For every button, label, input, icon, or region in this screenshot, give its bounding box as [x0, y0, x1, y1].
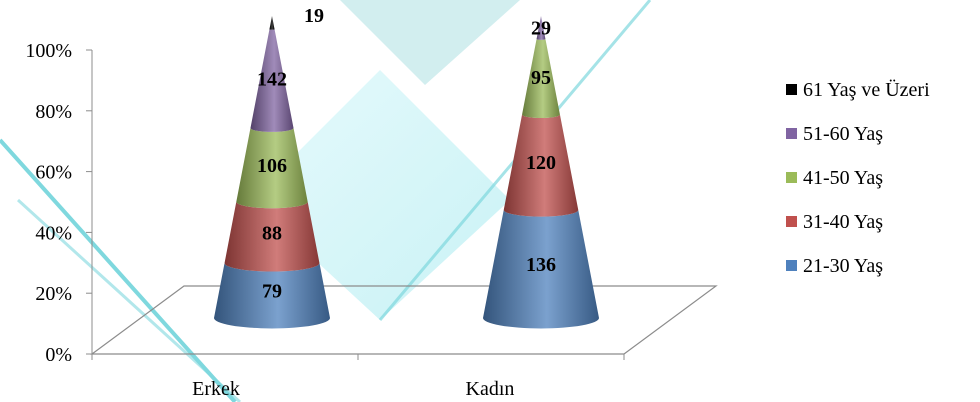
data-label: 120	[526, 152, 556, 174]
watermark-stroke	[0, 138, 237, 402]
data-label: 79	[262, 281, 282, 303]
legend-label: 61 Yaş ve Üzeri	[803, 78, 930, 101]
legend: 61 Yaş ve Üzeri 51-60 Yaş 41-50 Yaş 31-40 Y…	[786, 78, 930, 277]
legend-item: 61 Yaş ve Üzeri	[786, 78, 930, 101]
x-tick-label: Erkek	[192, 378, 240, 400]
y-tick-label: 80%	[35, 101, 72, 123]
y-tick-label: 100%	[25, 40, 72, 62]
cone-segment-kadın-2	[522, 39, 560, 118]
cone-segment-erkek-2	[236, 128, 308, 209]
plot-area	[214, 16, 599, 329]
cone-erkek	[214, 16, 330, 329]
y-tick-label: 20%	[35, 283, 72, 305]
cone-segment-kadın-1	[503, 114, 579, 217]
cone-segment-erkek-1	[224, 201, 320, 272]
y-tick-label: 60%	[35, 162, 72, 184]
legend-swatch	[786, 84, 797, 95]
legend-label: 51-60 Yaş	[803, 123, 883, 145]
data-label: 19	[304, 5, 324, 27]
cone-segment-kadın-0	[483, 209, 599, 329]
y-axis: 0% 20% 40% 60% 80% 100%	[25, 40, 93, 366]
x-tick-label: Kadın	[466, 378, 515, 400]
data-label: 29	[531, 18, 551, 40]
watermark-stroke	[16, 198, 242, 402]
data-label: 95	[531, 67, 551, 89]
legend-swatch	[786, 128, 797, 139]
data-label: 88	[262, 222, 282, 244]
legend-swatch	[786, 172, 797, 183]
y-tick-label: 40%	[35, 222, 72, 244]
legend-label: 31-40 Yaş	[803, 211, 883, 233]
y-tick-label: 0%	[45, 344, 72, 366]
cone-kadın	[483, 16, 599, 329]
legend-swatch	[786, 260, 797, 271]
legend-item: 51-60 Yaş	[786, 123, 883, 145]
watermark-triangle	[340, 0, 520, 85]
data-label: 136	[526, 254, 556, 276]
legend-label: 41-50 Yaş	[803, 167, 883, 189]
data-label: 142	[257, 69, 287, 91]
cone-segment-erkek-4	[269, 16, 275, 30]
legend-item: 21-30 Yaş	[786, 255, 883, 277]
data-label: 106	[257, 155, 287, 177]
x-axis: Erkek Kadın	[91, 353, 625, 400]
cone-segment-erkek-3	[250, 29, 294, 132]
cone-segment-erkek-0	[214, 263, 330, 329]
legend-item: 31-40 Yaş	[786, 211, 883, 233]
cone-segment-kadın-3	[536, 16, 546, 40]
data-labels: 79 88 106 142 19 136 120 95 29	[257, 5, 556, 303]
legend-item: 41-50 Yaş	[786, 167, 883, 189]
legend-label: 21-30 Yaş	[803, 255, 883, 277]
legend-swatch	[786, 216, 797, 227]
